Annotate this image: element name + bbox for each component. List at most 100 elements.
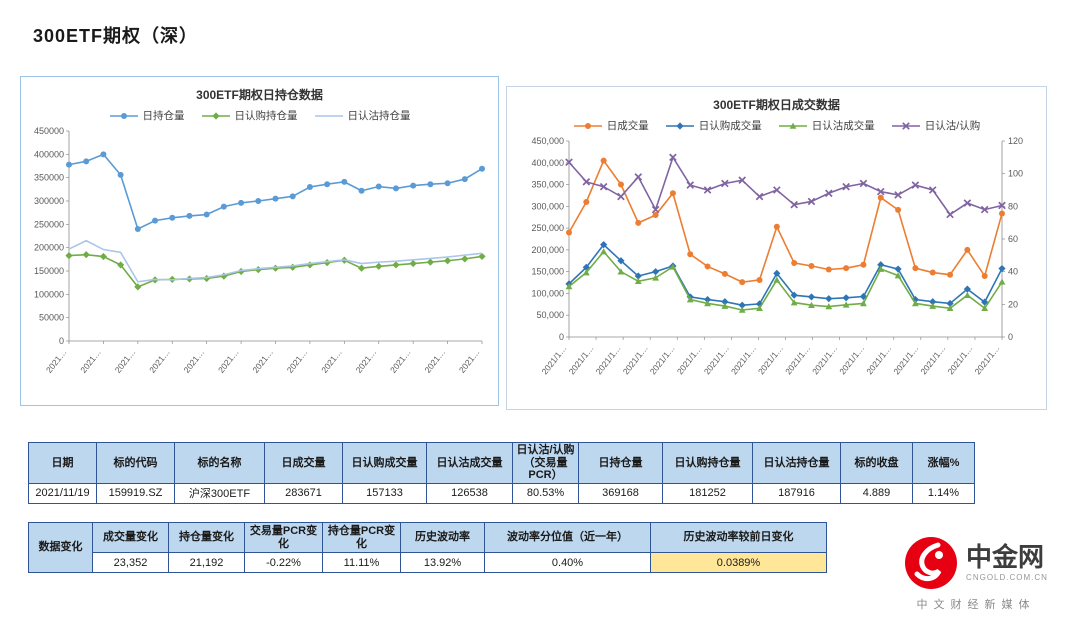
svg-text:100: 100 [1008, 169, 1023, 179]
svg-text:150000: 150000 [34, 266, 64, 276]
summary-value-cell: 1.14% [912, 482, 975, 504]
summary-value-cell: 沪深300ETF [174, 482, 265, 504]
summary-value-cell: 2021/11/19 [28, 482, 97, 504]
legend-item: 日认购成交量 [665, 118, 762, 133]
svg-text:2021/1…: 2021/1… [864, 343, 893, 376]
summary-header-cell: 日持仓量 [578, 442, 663, 484]
svg-text:2021/1…: 2021/1… [756, 343, 785, 376]
svg-text:2021/1…: 2021/1… [621, 343, 650, 376]
volume-line-chart: 0 50,000 100,000 150,000 200,000 250,000 300,0… [531, 136, 1023, 376]
svg-text:350,000: 350,000 [531, 180, 564, 190]
svg-text:2021/1…: 2021/1… [810, 343, 839, 376]
svg-text:2021/1…: 2021/1… [783, 343, 812, 376]
svg-text:2021/1…: 2021/1… [567, 343, 596, 376]
summary-header-cell: 标的名称 [174, 442, 265, 484]
svg-text:200,000: 200,000 [531, 245, 564, 255]
positions-line-chart: 0 50000 100000 150000 200000 250000 300000 3500… [34, 126, 486, 375]
svg-text:400,000: 400,000 [531, 158, 564, 168]
svg-text:50,000: 50,000 [536, 310, 564, 320]
legend-item: 日认沽持仓量 [314, 110, 411, 122]
legend-item: 日持仓量 [109, 108, 185, 123]
svg-text:60: 60 [1008, 234, 1018, 244]
svg-text:300000: 300000 [34, 196, 64, 206]
volume-chart-title: 300ETF期权日成交数据 [713, 98, 840, 112]
volume-chart-panel: 300ETF期权日成交数据 日成交量 日认购成交量 日认沽成交量 日认沽/认购 0 50… [506, 86, 1047, 410]
cngold-logo: 中金网 CNGOLD.COM.CN 中文财经新媒体 [888, 536, 1064, 612]
svg-text:2021/1…: 2021/1… [729, 343, 758, 376]
summary-value-cell: 369168 [578, 482, 663, 504]
summary-value-cell: 181252 [662, 482, 753, 504]
svg-text:0: 0 [1008, 332, 1013, 342]
legend-item: 日认购持仓量 [201, 108, 298, 123]
svg-text:450000: 450000 [34, 126, 64, 136]
logo-tagline: 中文财经新媒体 [916, 599, 1036, 611]
svg-text:2021…: 2021… [457, 347, 482, 375]
change-value-cell: 0.40% [484, 552, 651, 573]
legend-item: 日认沽成交量 [778, 118, 875, 133]
logo-name: 中金网 [966, 541, 1045, 572]
change-table-row: 23,352 21,192 -0.22% 11.11% 13.92% 0.40%… [29, 552, 827, 573]
svg-text:250000: 250000 [34, 219, 64, 229]
svg-text:2021/1…: 2021/1… [648, 343, 677, 376]
volatility-change-value: 0.0389% [650, 552, 827, 573]
svg-text:50000: 50000 [39, 313, 64, 323]
svg-text:2021…: 2021… [216, 347, 241, 375]
svg-text:80: 80 [1008, 201, 1018, 211]
change-table: 数据变化 成交量变化 持仓量变化 交易量PCR变化 持仓量PCR变化 历史波动率… [28, 522, 827, 573]
svg-text:2021/1…: 2021/1… [675, 343, 704, 376]
summary-value-cell: 157133 [342, 482, 427, 504]
change-header-cell: 持仓量变化 [168, 522, 245, 553]
svg-text:200000: 200000 [34, 243, 64, 253]
svg-text:450,000: 450,000 [531, 136, 564, 146]
svg-text:2021/1…: 2021/1… [918, 343, 947, 376]
svg-text:2021/1…: 2021/1… [945, 343, 974, 376]
svg-text:150,000: 150,000 [531, 267, 564, 277]
svg-text:0: 0 [59, 336, 64, 346]
summary-header-cell: 日认沽持仓量 [752, 442, 841, 484]
svg-text:40: 40 [1008, 267, 1018, 277]
change-header-cell: 历史波动率较前日变化 [650, 522, 827, 553]
summary-header-cell: 日认购成交量 [342, 442, 427, 484]
svg-text:400000: 400000 [34, 149, 64, 159]
logo-circle [905, 537, 958, 589]
volume-chart-legend: 日成交量 日认购成交量 日认沽成交量 日认沽/认购 [507, 118, 1046, 133]
summary-value-cell: 159919.SZ [96, 482, 175, 504]
svg-text:20: 20 [1008, 299, 1018, 309]
svg-text:2021…: 2021… [354, 347, 379, 375]
svg-text:2021…: 2021… [319, 347, 344, 375]
svg-text:100,000: 100,000 [531, 288, 564, 298]
svg-text:2021/1…: 2021/1… [539, 343, 568, 376]
svg-text:2021…: 2021… [388, 347, 413, 375]
summary-header-cell: 日成交量 [264, 442, 343, 484]
svg-text:250,000: 250,000 [531, 223, 564, 233]
change-value-cell: 23,352 [92, 552, 169, 573]
svg-text:2021/1…: 2021/1… [594, 343, 623, 376]
summary-header-cell: 日认购持仓量 [662, 442, 753, 484]
svg-text:2021…: 2021… [44, 347, 69, 375]
svg-text:2021/1…: 2021/1… [837, 343, 866, 376]
summary-table-row: 2021/11/19 159919.SZ 沪深300ETF 283671 157… [28, 482, 975, 504]
positions-chart-legend: 日持仓量 日认购持仓量 日认沽持仓量 [21, 108, 498, 123]
change-header-cell: 成交量变化 [92, 522, 169, 553]
svg-text:300,000: 300,000 [531, 201, 564, 211]
change-value-cell: 13.92% [400, 552, 485, 573]
logo-domain: CNGOLD.COM.CN [966, 573, 1048, 583]
change-table-label: 数据变化 [28, 522, 93, 573]
svg-text:2021/1…: 2021/1… [702, 343, 731, 376]
change-header-cell: 历史波动率 [400, 522, 485, 553]
change-value-cell: 11.11% [322, 552, 401, 573]
svg-text:2021…: 2021… [285, 347, 310, 375]
change-header-cell: 持仓量PCR变化 [322, 522, 401, 553]
change-header-cell: 波动率分位值（近一年） [484, 522, 651, 553]
summary-header-cell: 标的收盘 [840, 442, 913, 484]
svg-text:2021…: 2021… [113, 347, 138, 375]
summary-header-cell: 标的代码 [96, 442, 175, 484]
change-header-cell: 交易量PCR变化 [244, 522, 323, 553]
svg-text:2021…: 2021… [422, 347, 447, 375]
summary-value-cell: 4.889 [840, 482, 913, 504]
summary-value-cell: 80.53% [512, 482, 579, 504]
summary-header-cell: 日期 [28, 442, 97, 484]
positions-chart-title: 300ETF期权日持仓数据 [196, 88, 323, 102]
change-value-cell: 21,192 [168, 552, 245, 573]
svg-text:2021…: 2021… [78, 347, 103, 375]
